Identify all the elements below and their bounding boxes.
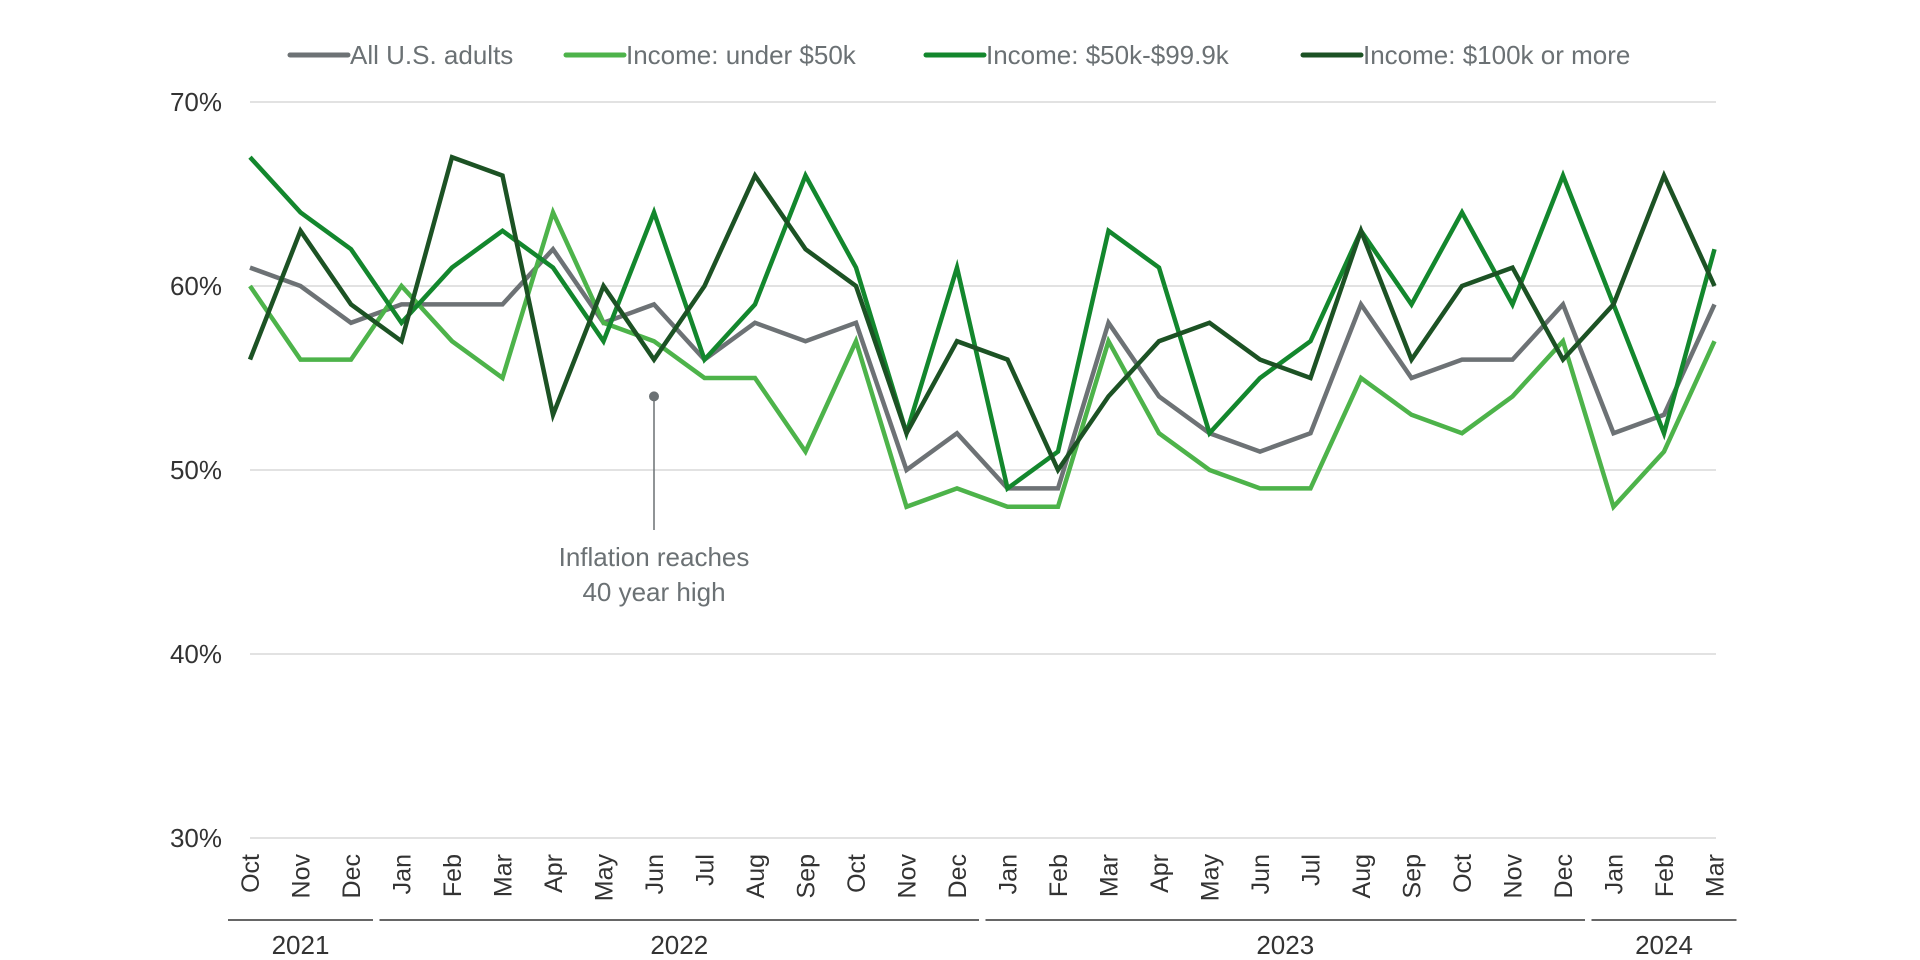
- x-axis-ticks: Oct Nov Dec Jan Feb Mar Apr May Jun Jul Aug Sep Oct N…: [237, 854, 1730, 902]
- x-tick-label: Mar: [1702, 854, 1730, 897]
- year-groups: 2021 2022 2023 2024: [228, 919, 1737, 960]
- x-tick-label: Jun: [1247, 854, 1275, 894]
- annotation-text-line2: 40 year high: [582, 577, 725, 607]
- x-tick-label: Oct: [237, 854, 265, 893]
- x-tick-label: Aug: [742, 854, 770, 898]
- x-tick-label: Mar: [490, 854, 518, 897]
- annotation-marker: [649, 391, 659, 402]
- x-tick-label: Feb: [1045, 854, 1073, 897]
- series-line-2: [248, 206, 1717, 512]
- x-tick-label: Nov: [1500, 854, 1528, 899]
- x-tick-label: Jan: [389, 854, 417, 894]
- series-line-4: [247, 154, 1717, 475]
- y-tick-label: 30%: [170, 823, 222, 853]
- y-tick-label: 50%: [170, 455, 222, 485]
- y-tick-label: 70%: [170, 87, 222, 117]
- year-label: 2023: [1256, 930, 1314, 960]
- y-tick-label: 40%: [170, 639, 222, 669]
- x-tick-label: Sep: [793, 854, 821, 898]
- x-tick-label: Aug: [1348, 854, 1376, 898]
- x-tick-label: Jun: [641, 854, 669, 894]
- legend-label: Income: $100k or more: [1363, 40, 1630, 70]
- y-axis-ticks: 70% 60% 50% 40% 30%: [170, 87, 222, 853]
- y-tick-label: 60%: [170, 271, 222, 301]
- x-tick-label: Jan: [995, 854, 1023, 894]
- x-tick-label: Dec: [944, 854, 972, 898]
- x-tick-label: Jan: [1601, 854, 1629, 894]
- annotation: Inflation reaches 40 year high: [559, 391, 750, 607]
- year-label: 2022: [650, 930, 708, 960]
- x-tick-label: Jul: [692, 854, 720, 886]
- annotation-text-line1: Inflation reaches: [559, 542, 750, 572]
- x-tick-label: Oct: [1449, 854, 1477, 893]
- legend-label: Income: $50k-$99.9k: [986, 40, 1230, 70]
- x-tick-label: Nov: [894, 854, 922, 899]
- x-tick-label: Feb: [439, 854, 467, 897]
- gridlines: [250, 101, 1716, 839]
- x-tick-label: Dec: [1550, 854, 1578, 898]
- legend-label: Income: under $50k: [626, 40, 857, 70]
- year-label: 2021: [272, 930, 330, 960]
- legend: All U.S. adults Income: under $50k Income:…: [287, 40, 1630, 70]
- x-tick-label: Dec: [338, 854, 366, 898]
- x-tick-label: Apr: [540, 854, 568, 893]
- x-tick-label: Jul: [1298, 854, 1326, 886]
- x-tick-label: Sep: [1399, 854, 1427, 898]
- x-tick-label: May: [591, 854, 619, 902]
- series-lines: [247, 154, 1717, 512]
- series-line-1: [249, 245, 1717, 491]
- x-tick-label: Nov: [288, 854, 316, 899]
- year-label: 2024: [1635, 930, 1693, 960]
- series-line-3: [248, 155, 1717, 493]
- x-tick-label: Oct: [843, 854, 871, 893]
- x-tick-label: May: [1197, 854, 1225, 902]
- legend-label: All U.S. adults: [350, 40, 513, 70]
- x-tick-label: Apr: [1146, 854, 1174, 893]
- x-tick-label: Mar: [1096, 854, 1124, 897]
- x-tick-label: Feb: [1651, 854, 1679, 897]
